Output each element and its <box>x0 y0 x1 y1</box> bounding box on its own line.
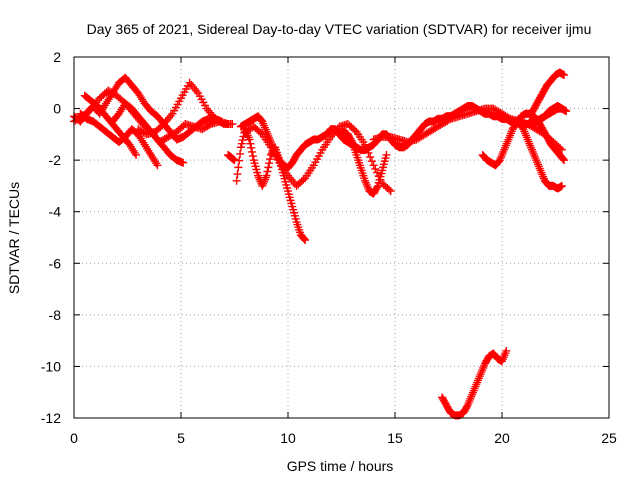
data-point <box>245 135 254 144</box>
data-point <box>386 187 395 196</box>
data-point <box>236 143 245 152</box>
data-point <box>518 123 527 132</box>
data-point <box>237 139 246 148</box>
data-point <box>246 139 255 148</box>
data-point <box>371 164 380 173</box>
data-point <box>264 163 273 172</box>
data-point <box>350 126 359 135</box>
data-point <box>85 106 94 115</box>
y-axis-label: SDTVAR / TECUs <box>6 182 22 294</box>
data-point <box>562 107 571 116</box>
data-point <box>179 158 188 167</box>
data-point <box>247 143 256 152</box>
x-tick-label: 25 <box>601 430 617 446</box>
data-point <box>248 152 257 161</box>
data-point <box>235 156 244 165</box>
x-axis-label: GPS time / hours <box>287 458 394 474</box>
data-layer <box>70 68 571 420</box>
data-point <box>347 136 356 145</box>
data-point <box>218 119 227 128</box>
series-arc-10 <box>241 120 395 196</box>
data-point <box>369 161 378 170</box>
data-point <box>248 147 257 156</box>
data-point <box>361 140 370 149</box>
data-point <box>560 71 569 80</box>
data-point <box>462 402 471 411</box>
x-tick-label: 5 <box>177 430 185 446</box>
data-point <box>232 176 241 185</box>
data-point <box>262 171 271 180</box>
series-arc-15 <box>525 68 569 121</box>
y-tick-label: -6 <box>49 255 62 271</box>
series-arc-16 <box>527 101 571 129</box>
data-point <box>382 150 391 159</box>
data-point <box>559 155 568 164</box>
series-arc-14 <box>515 117 566 193</box>
series-arc-6 <box>134 78 237 139</box>
data-point <box>367 157 376 166</box>
data-point <box>362 144 371 153</box>
data-point <box>560 156 569 165</box>
data-point <box>158 121 167 130</box>
data-point <box>373 168 382 177</box>
y-tick-label: 0 <box>53 101 61 117</box>
data-point <box>299 175 308 184</box>
x-tick-label: 15 <box>387 430 403 446</box>
data-point <box>132 150 141 159</box>
series-arc-11 <box>335 127 391 198</box>
data-point <box>263 167 272 176</box>
data-point <box>300 235 309 244</box>
y-tick-label: 2 <box>53 49 61 65</box>
series-arc-17 <box>438 346 511 420</box>
data-point <box>238 136 247 145</box>
data-point <box>265 159 274 168</box>
x-tick-label: 0 <box>70 430 78 446</box>
data-point <box>364 148 373 157</box>
data-point <box>205 121 214 130</box>
series-arc-4 <box>80 91 141 159</box>
data-point <box>233 170 242 179</box>
y-tick-label: -12 <box>41 410 61 426</box>
data-point <box>228 120 237 129</box>
data-point <box>373 183 382 192</box>
data-point <box>266 155 275 164</box>
data-point <box>153 161 162 170</box>
x-tick-label: 10 <box>280 430 296 446</box>
data-point <box>444 115 453 124</box>
data-point <box>366 153 375 162</box>
data-point <box>502 346 511 355</box>
y-tick-label: -4 <box>49 204 62 220</box>
y-tick-label: -8 <box>49 307 62 323</box>
x-tick-label: 20 <box>494 430 510 446</box>
data-point <box>256 128 265 137</box>
data-point <box>385 185 394 194</box>
chart-title: Day 365 of 2021, Sidereal Day-to-day VTE… <box>87 21 592 37</box>
y-tick-label: -10 <box>41 358 61 374</box>
plot-frame <box>73 56 610 419</box>
y-tick-label: -2 <box>49 152 62 168</box>
series-arc-7 <box>224 150 239 165</box>
data-point <box>301 236 310 245</box>
data-point <box>236 149 245 158</box>
data-point <box>557 181 566 190</box>
data-point <box>504 113 513 122</box>
data-point <box>234 163 243 172</box>
